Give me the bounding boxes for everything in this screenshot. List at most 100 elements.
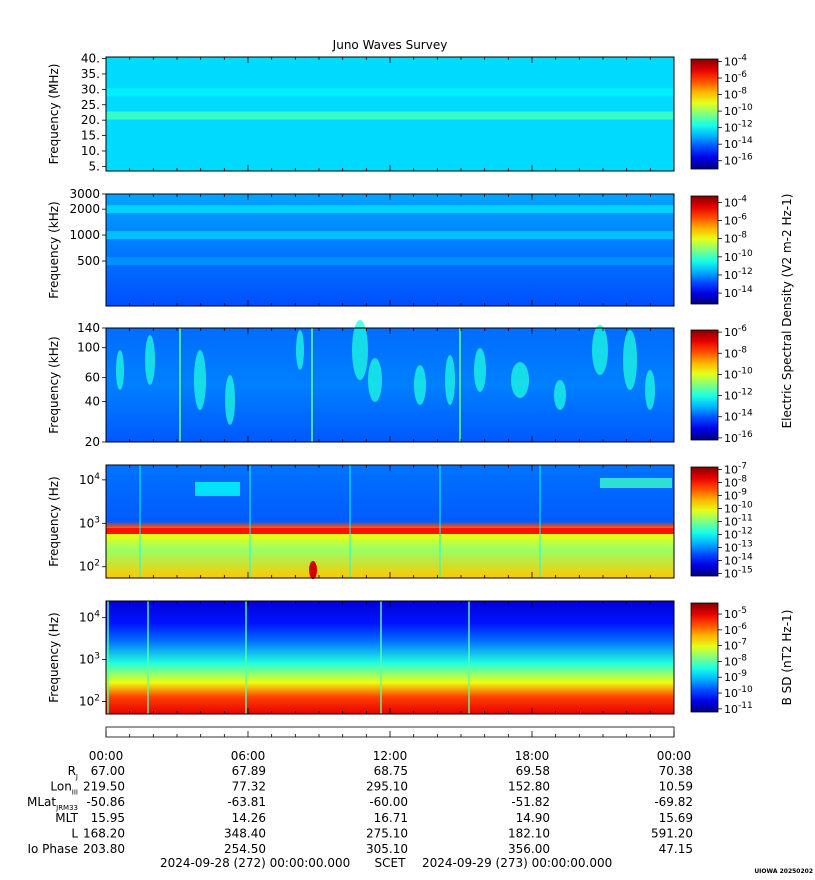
- y-tick-label: 3000: [69, 187, 100, 201]
- emission-feature: [296, 330, 304, 370]
- spectral-band: [106, 528, 674, 534]
- ephemeris-label: LonIII: [50, 780, 78, 797]
- y-axis-label: Frequency (Hz): [47, 476, 61, 567]
- y-tick-label: 102: [79, 559, 100, 574]
- y-tick-label: 1000: [69, 228, 100, 242]
- colorbar-tick-label: 10-4: [724, 53, 747, 68]
- ephemeris-value: 68.75: [374, 764, 408, 778]
- colorbar-tick-label: 10-7: [724, 462, 747, 477]
- spectrogram-4: [106, 465, 674, 578]
- colorbar-tick-label: 10-11: [724, 701, 753, 716]
- spectrogram-3: [106, 328, 674, 442]
- ephemeris-value: 16.71: [374, 811, 408, 825]
- colorbar-tick-label: 10-10: [724, 366, 753, 381]
- y-tick-label: 40: [85, 394, 100, 408]
- y-tick-label: 25.: [81, 98, 100, 112]
- ephemeris-value: 295.10: [366, 780, 408, 794]
- colorbar-tick-label: 10-16: [724, 430, 753, 445]
- time-label: 18:00: [515, 749, 550, 763]
- y-tick-label: 40.: [81, 52, 100, 66]
- colorbar-tick-label: 10-5: [724, 606, 747, 621]
- colorbar-tick-label: 10-10: [724, 249, 753, 264]
- ephemeris-value: 15.95: [91, 811, 125, 825]
- panel-3: 140 100 60 40 20 Frequency (kHz) 10-6 10-8 10-10…: [47, 320, 753, 449]
- emission-feature: [511, 362, 529, 398]
- emission-feature: [623, 330, 637, 390]
- footer-stamp: UIOWA 20250202: [754, 868, 813, 875]
- colorbar-tick-label: 10-9: [724, 488, 747, 503]
- scet-label: SCET: [375, 856, 407, 870]
- ephemeris-value: 47.15: [659, 842, 693, 856]
- ephemeris-value: 356.00: [508, 842, 550, 856]
- time-label: 06:00: [231, 749, 266, 763]
- spectral-band: [106, 111, 674, 120]
- ephemeris-value: 14.26: [232, 811, 266, 825]
- colorbar-tick-label: 10-14: [724, 552, 753, 567]
- emission-feature: [194, 350, 206, 410]
- colorbar-tick-label: 10-12: [724, 267, 753, 282]
- colorbar-label: Electric Spectral Density (V2 m-2 Hz-1): [780, 194, 794, 429]
- colorbar-tick-label: 10-10: [724, 501, 753, 516]
- y-tick-label: 60: [85, 371, 100, 385]
- ephemeris-label: L: [71, 826, 78, 840]
- colorbar-tick-label: 10-6: [724, 213, 747, 228]
- ephemeris-value: -69.82: [654, 795, 693, 809]
- ephemeris-value: 10.59: [659, 780, 693, 794]
- emission-feature: [195, 482, 240, 496]
- colorbar-2: [690, 195, 719, 305]
- ephemeris-value: 152.80: [508, 780, 550, 794]
- y-tick-label: 500: [77, 254, 100, 268]
- y-tick-label: 20: [85, 435, 100, 449]
- colorbar-tick-label: 10-12: [724, 526, 753, 541]
- y-tick-label: 104: [79, 610, 100, 625]
- colorbar-tick-label: 10-11: [724, 514, 753, 529]
- emission-feature: [592, 325, 608, 375]
- colorbar-tick-label: 10-8: [724, 475, 747, 490]
- ephemeris-value: 77.32: [232, 780, 266, 794]
- emission-feature: [645, 370, 655, 410]
- ephemeris-label: MLT: [55, 811, 78, 825]
- time-label: 00:00: [89, 749, 124, 763]
- end-time: 2024-09-29 (273) 00:00:00.000: [422, 856, 612, 870]
- ephemeris-value: 348.40: [224, 826, 266, 840]
- colorbar-tick-label: 10-15: [724, 565, 753, 580]
- time-label: 00:00: [657, 749, 692, 763]
- start-time: 2024-09-28 (272) 00:00:00.000: [160, 856, 350, 870]
- spectrogram-5: [106, 601, 674, 714]
- y-axis-label: Frequency (Hz): [47, 612, 61, 703]
- y-tick-label: 5.: [89, 159, 100, 173]
- y-axis-label: Frequency (kHz): [47, 201, 61, 298]
- ephemeris-value: 203.80: [83, 842, 125, 856]
- colorbar-5: [690, 602, 719, 713]
- ephemeris-value: -51.82: [511, 795, 550, 809]
- emission-feature: [368, 358, 382, 402]
- emission-feature: [225, 375, 235, 425]
- colorbar-tick-label: 10-12: [724, 120, 753, 135]
- colorbar-1: [690, 58, 719, 170]
- spectral-band: [106, 256, 674, 265]
- panel-4: 104 103 102 Frequency (Hz) 10-710-810-910-10…: [47, 462, 753, 581]
- emission-feature: [600, 478, 672, 488]
- ephemeris-value: 219.50: [83, 780, 125, 794]
- colorbar-3: [690, 329, 719, 441]
- y-tick-label: 102: [79, 693, 100, 708]
- emission-feature: [474, 348, 486, 392]
- ephemeris-value: 182.10: [508, 826, 550, 840]
- y-tick-label: 100: [77, 341, 100, 355]
- colorbar-tick-label: 10-8: [724, 231, 747, 246]
- ephemeris-label: RJ: [68, 764, 78, 781]
- colorbar-tick-label: 10-14: [724, 136, 753, 151]
- y-tick-label: 103: [79, 652, 100, 667]
- colorbar-tick-label: 10-7: [724, 638, 747, 653]
- y-tick-label: 15.: [81, 129, 100, 143]
- emission-feature: [309, 561, 317, 579]
- emission-feature: [116, 350, 124, 390]
- ephemeris-value: -63.81: [227, 795, 266, 809]
- spectral-band: [106, 205, 674, 214]
- colorbar-tick-label: 10-14: [724, 285, 753, 300]
- colorbar-tick-label: 10-4: [724, 194, 747, 209]
- ephemeris-label: Io Phase: [27, 842, 78, 856]
